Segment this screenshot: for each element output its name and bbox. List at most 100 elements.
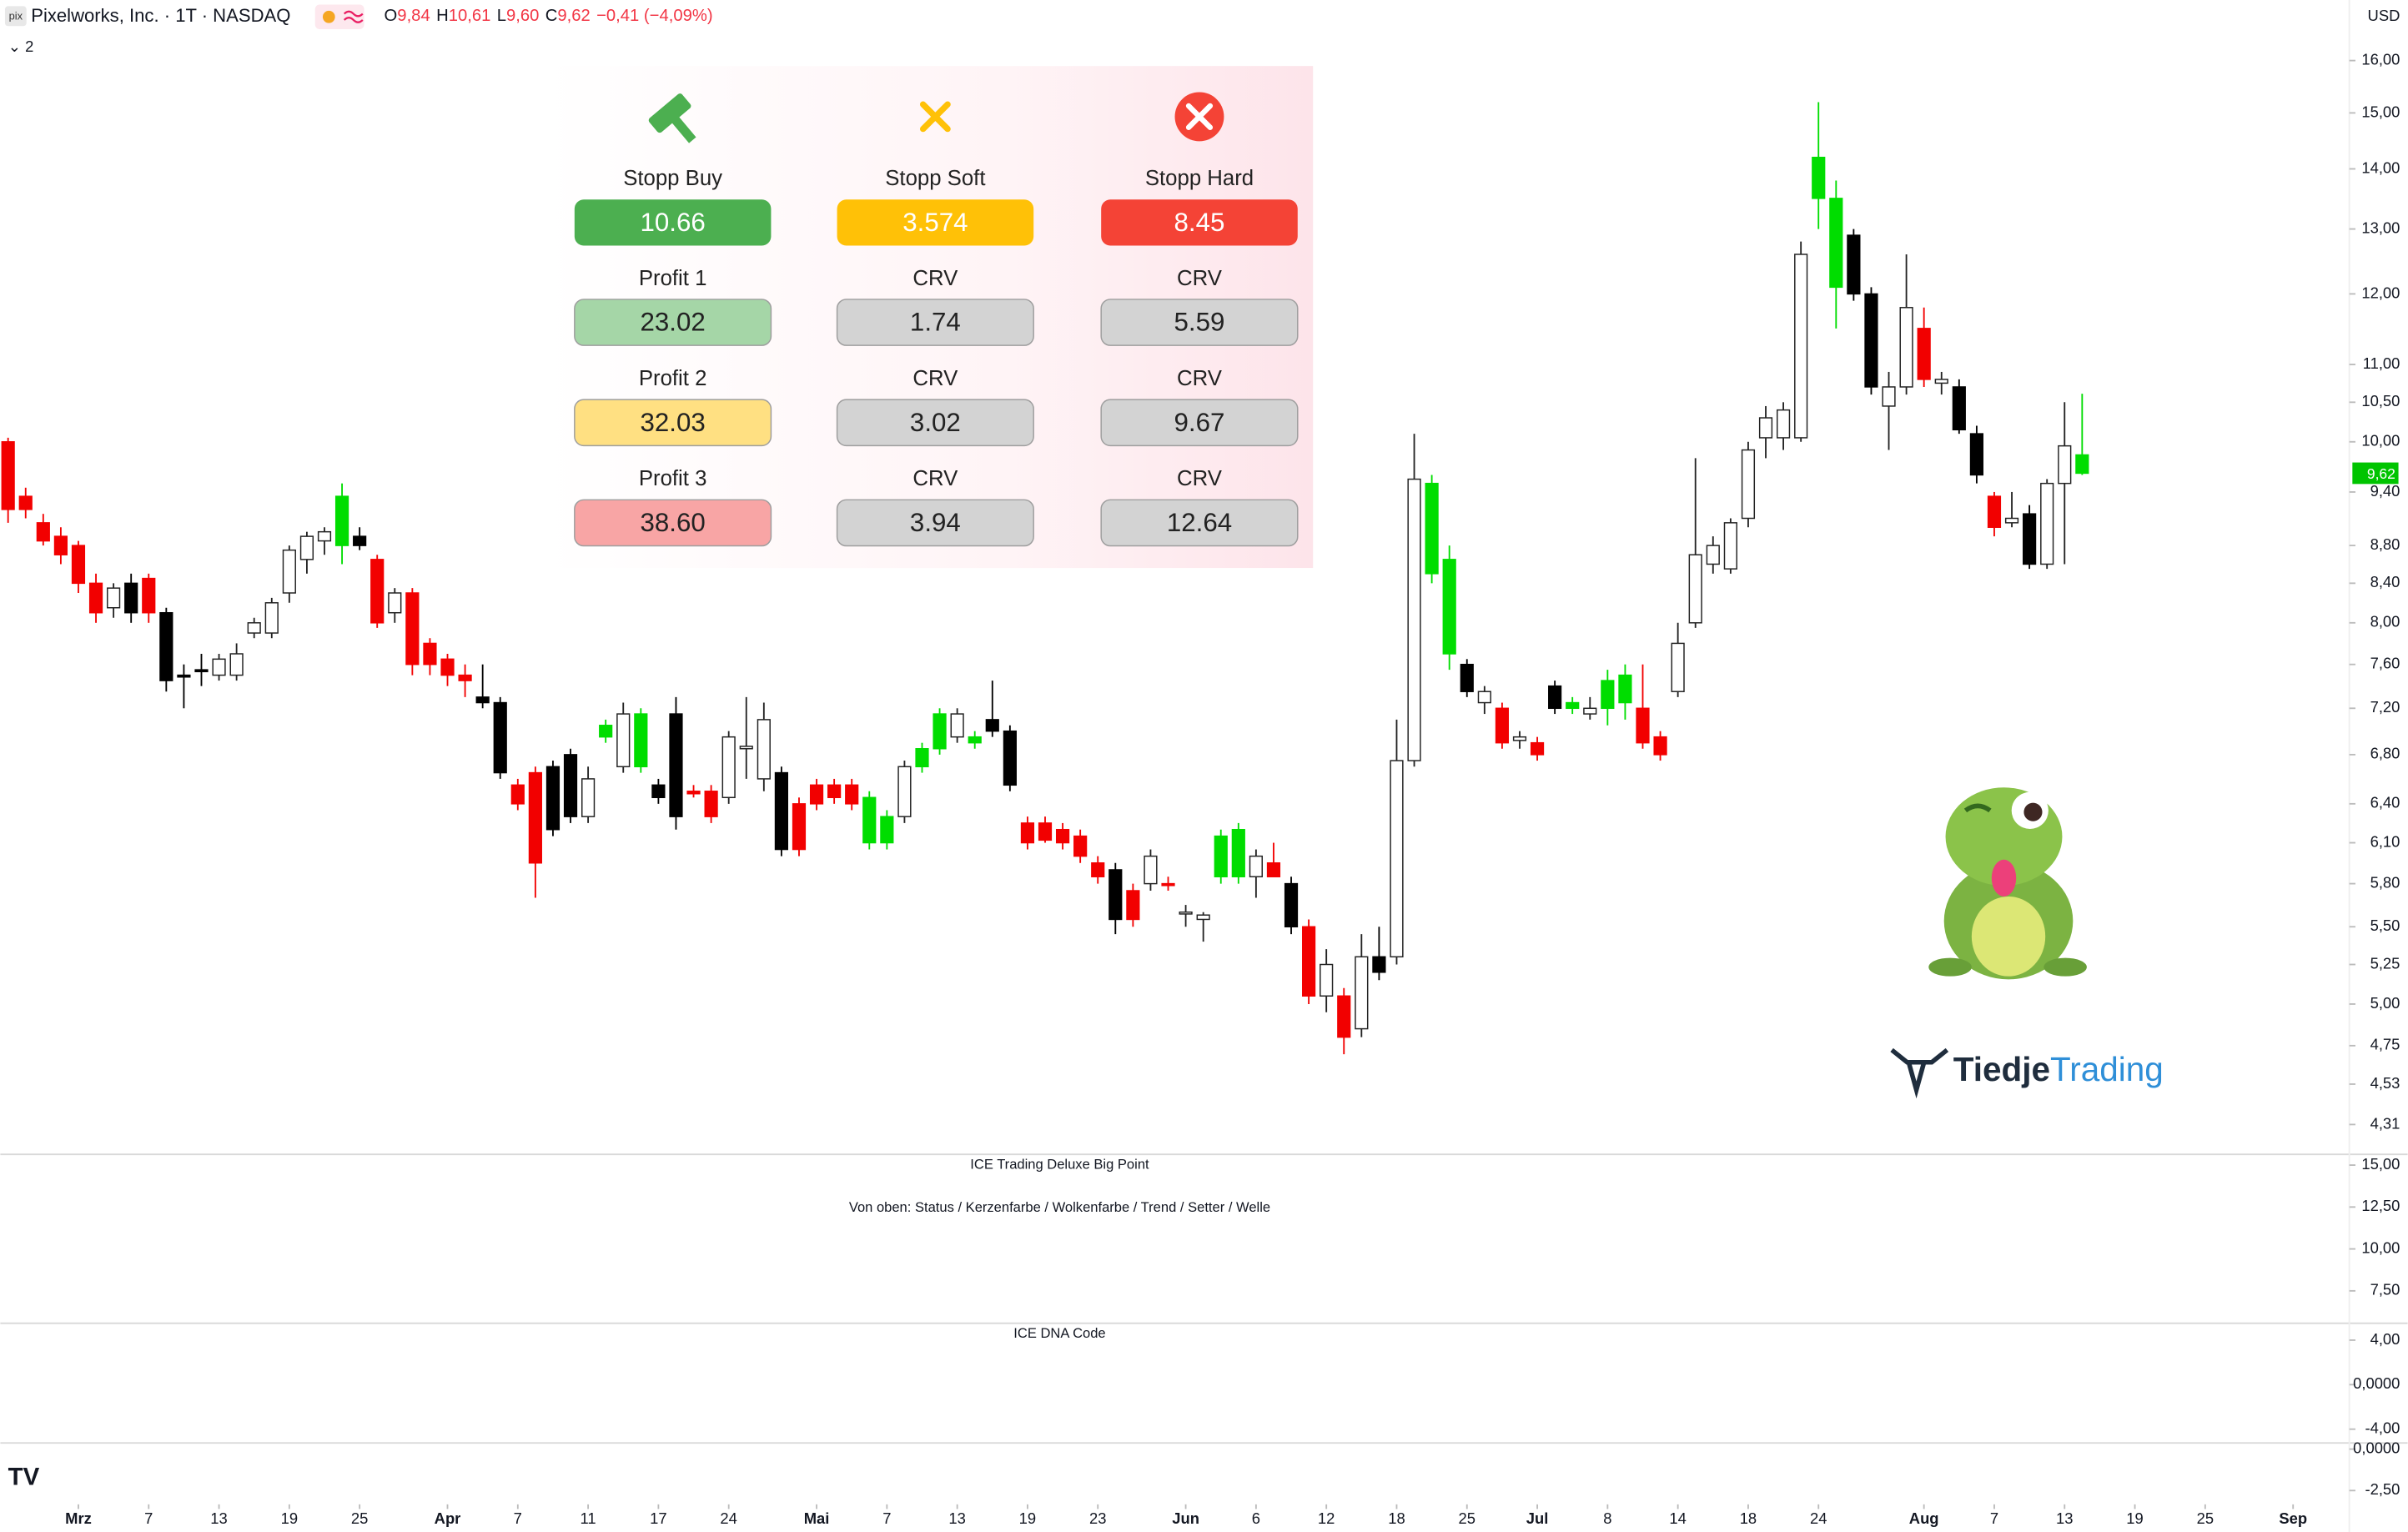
- y-tick-label: 13,00: [2361, 218, 2400, 236]
- collapse-toggle[interactable]: ⌄ 2: [8, 38, 34, 55]
- candle-body: [1794, 254, 1808, 439]
- candle-body: [545, 766, 561, 831]
- value-text: 38.60: [640, 508, 705, 537]
- candle-body: [915, 748, 929, 768]
- pane-tick-label: 12,50: [2361, 1197, 2400, 1214]
- x-tick-label: 19: [2126, 1509, 2143, 1527]
- candle-body: [177, 674, 191, 678]
- candle-body: [71, 545, 86, 585]
- candle-body: [1477, 691, 1491, 704]
- y-tick-label: 10,50: [2361, 392, 2400, 409]
- candle-body: [1302, 926, 1316, 997]
- value-box: [574, 499, 772, 547]
- logo: TiedjeTrading: [1953, 1049, 2164, 1087]
- candle-body: [1390, 760, 1404, 958]
- candle-body: [264, 602, 279, 634]
- candle-body: [317, 530, 332, 542]
- tv-logo: TV: [8, 1463, 40, 1490]
- y-tick-label: 9,40: [2370, 482, 2400, 500]
- value-box: [836, 399, 1034, 447]
- candle-body: [1829, 198, 1843, 289]
- candle-body: [933, 713, 947, 750]
- candle-body: [2075, 454, 2089, 475]
- x-tick-label: Mrz: [65, 1509, 92, 1527]
- candle-body: [1636, 707, 1650, 744]
- candle-body: [458, 674, 472, 681]
- candle-body: [353, 535, 367, 546]
- candle-body: [897, 766, 912, 817]
- candle-body: [282, 549, 296, 594]
- y-tick-label: 4,31: [2370, 1114, 2400, 1132]
- quote-value: 9,84: [397, 8, 430, 26]
- candle-body: [581, 778, 596, 817]
- cell-label: CRV: [1177, 467, 1223, 490]
- candle-body: [1917, 328, 1931, 380]
- pane-tick-label: 15,00: [2361, 1155, 2400, 1173]
- hammer-icon: [648, 93, 696, 143]
- candle-body: [1003, 730, 1017, 786]
- pane-tick-label: 0,0000: [2353, 1374, 2400, 1392]
- candle-body: [862, 796, 877, 844]
- quote-label: L: [497, 8, 506, 26]
- x-tick-label: 25: [2197, 1509, 2214, 1527]
- candle-body: [1020, 822, 1035, 844]
- candle-body: [950, 713, 964, 738]
- candle-body: [985, 719, 999, 732]
- candle-body: [1, 441, 15, 510]
- candle-body: [528, 771, 542, 864]
- x-tick-label: Jun: [1172, 1509, 1199, 1527]
- candle-body: [599, 725, 613, 738]
- candle-body: [669, 713, 683, 817]
- candle-body: [107, 587, 121, 609]
- candle-body: [1566, 701, 1580, 710]
- x-tick-label: 18: [1740, 1509, 1757, 1527]
- quote-value: 10,61: [449, 8, 491, 26]
- candle-body: [1847, 234, 1861, 295]
- x-tick-label: 8: [1603, 1509, 1611, 1527]
- x-tick-label: 7: [882, 1509, 891, 1527]
- candle-body: [1530, 741, 1545, 756]
- candle-body: [1495, 707, 1510, 744]
- x-tick-label: 7: [144, 1509, 153, 1527]
- x-tick-label: 23: [1089, 1509, 1106, 1527]
- y-tick-label: 4,53: [2370, 1074, 2400, 1092]
- candle-body: [247, 622, 261, 634]
- candle-body: [880, 816, 894, 844]
- value-box: [837, 199, 1034, 246]
- candle-body: [1812, 156, 1826, 199]
- value-text: 32.03: [640, 408, 705, 437]
- candle-body: [1583, 707, 1597, 715]
- candle-body: [388, 592, 402, 614]
- currency[interactable]: USD: [2368, 7, 2400, 24]
- value-text: 10.66: [640, 208, 705, 237]
- quote: O9,84 H10,61 L9,60 C9,62 −0,41 (−4,09%): [385, 8, 713, 26]
- candle-body: [2004, 517, 2019, 524]
- column-title: Stopp Buy: [623, 167, 722, 190]
- x-tick-label: 19: [281, 1509, 298, 1527]
- y-tick-label: 5,00: [2370, 994, 2400, 1012]
- market-status-icon: [322, 10, 335, 23]
- x-tick-label: 7: [514, 1509, 522, 1527]
- status-badges: [314, 4, 364, 29]
- quote-change: −0,41 (−4,09%): [596, 8, 713, 26]
- y-tick-label: 16,00: [2361, 50, 2400, 68]
- symbol-title[interactable]: Pixelworks, Inc. · 1T · NASDAQ: [31, 5, 290, 26]
- candle-body: [1372, 956, 1386, 973]
- candle-body: [1091, 862, 1105, 877]
- pane-title: ICE DNA Code: [1013, 1325, 1105, 1341]
- candle-body: [370, 559, 385, 624]
- x-tick-label: 11: [581, 1509, 596, 1527]
- collapse-count: 2: [25, 38, 33, 55]
- candle-body: [1460, 663, 1474, 692]
- candle-body: [1073, 835, 1088, 857]
- candle-body: [159, 611, 173, 681]
- candle-body: [1407, 478, 1421, 761]
- candle-body: [792, 803, 807, 851]
- column-title: Stopp Soft: [885, 167, 985, 190]
- candle-body: [212, 658, 226, 676]
- candle-body: [88, 582, 103, 614]
- candle-body: [739, 746, 753, 750]
- quote-label: H: [436, 8, 449, 26]
- y-tick-label: 8,40: [2370, 573, 2400, 590]
